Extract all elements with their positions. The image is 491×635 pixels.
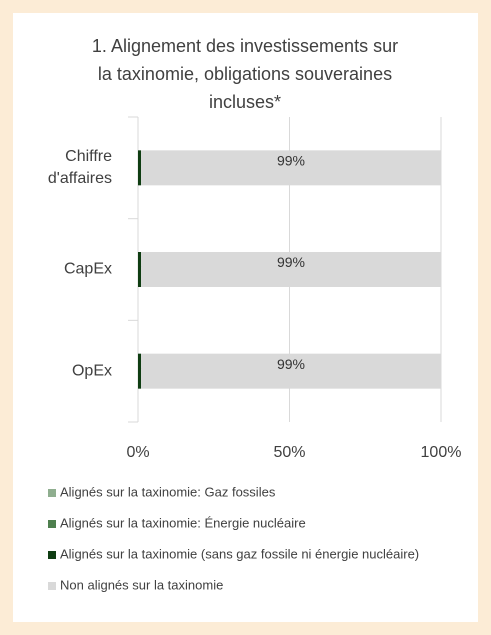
y-tick-label: CapEx (64, 261, 112, 278)
legend-swatch (48, 520, 56, 528)
bar-segment (138, 353, 142, 389)
chart-panel (13, 13, 478, 622)
chart-title: 1. Alignement des investissements sur la … (92, 36, 398, 112)
data-label: 99% (277, 153, 305, 169)
bar-segment (141, 353, 441, 389)
bar-segment (138, 252, 142, 287)
bar-segment (141, 150, 441, 186)
data-label: 99% (277, 356, 305, 372)
x-tick-label: 50% (273, 444, 305, 461)
bar-segment (138, 150, 142, 186)
legend-label: Alignés sur la taxinomie: Énergie nucléa… (60, 515, 306, 530)
data-label: 99% (277, 254, 305, 270)
legend-swatch (48, 489, 56, 497)
y-tick-label: Chiffre d'affaires (48, 148, 112, 187)
legend-label: Non alignés sur la taxinomie (60, 577, 223, 592)
x-tick-label: 100% (421, 444, 462, 461)
x-tick-label: 0% (126, 444, 149, 461)
legend-swatch (48, 551, 56, 559)
legend-label: Alignés sur la taxinomie: Gaz fossiles (60, 484, 276, 499)
legend-swatch (48, 582, 56, 590)
y-tick-label: OpEx (72, 362, 112, 379)
bar-segment (141, 252, 441, 287)
legend-label: Alignés sur la taxinomie (sans gaz fossi… (60, 546, 419, 561)
